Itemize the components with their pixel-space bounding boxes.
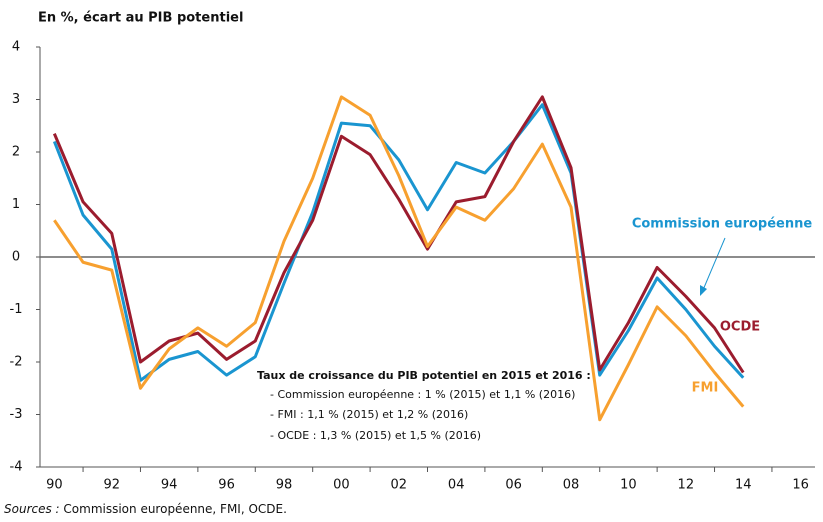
y-tick-label: 0 (12, 250, 20, 265)
x-tick-label: 94 (161, 478, 178, 493)
y-tick-label: 3 (12, 92, 20, 107)
x-tick-label: 98 (276, 478, 293, 493)
series-label: FMI (692, 381, 719, 396)
y-tick-label: 2 (12, 145, 20, 160)
x-tick-label: 90 (46, 478, 63, 493)
y-tick-label: 1 (12, 197, 20, 212)
source: Sources : Commission européenne, FMI, OC… (4, 502, 287, 516)
x-tick-label: 04 (448, 478, 465, 493)
y-tick-label: -2 (10, 355, 23, 370)
series-line (53, 95, 745, 422)
x-tick-label: 16 (792, 478, 809, 493)
pointer-line (702, 237, 726, 291)
source-label: Sources : (4, 502, 60, 516)
x-tick-label: 02 (391, 478, 408, 493)
y-tick-label: -3 (10, 407, 23, 422)
annotation-line: - OCDE : 1,3 % (2015) et 1,5 % (2016) (270, 429, 481, 442)
source-text: Commission européenne, FMI, OCDE. (60, 502, 287, 516)
x-tick-label: 06 (505, 478, 522, 493)
pointer-head (700, 285, 707, 296)
annotation-title: Taux de croissance du PIB potentiel en 2… (257, 369, 591, 382)
annotation-line: - FMI : 1,1 % (2015) et 1,2 % (2016) (270, 408, 468, 421)
y-tick-label: -4 (10, 460, 23, 475)
x-tick-label: 10 (620, 478, 637, 493)
y-tick-label: 4 (12, 40, 20, 55)
y-tick-label: -1 (10, 302, 23, 317)
x-tick-label: 08 (563, 478, 580, 493)
x-tick-label: 92 (103, 478, 120, 493)
annotation-line: - Commission européenne : 1 % (2015) et … (270, 388, 575, 401)
series-label: OCDE (720, 320, 760, 335)
x-tick-label: 12 (678, 478, 695, 493)
chart-title: En %, écart au PIB potentiel (38, 11, 243, 26)
series-label: Commission européenne (632, 217, 813, 232)
x-tick-label: 96 (218, 478, 235, 493)
series-line (52, 103, 745, 382)
series-line (52, 95, 745, 374)
x-tick-label: 00 (333, 478, 350, 493)
x-tick-label: 14 (735, 478, 752, 493)
